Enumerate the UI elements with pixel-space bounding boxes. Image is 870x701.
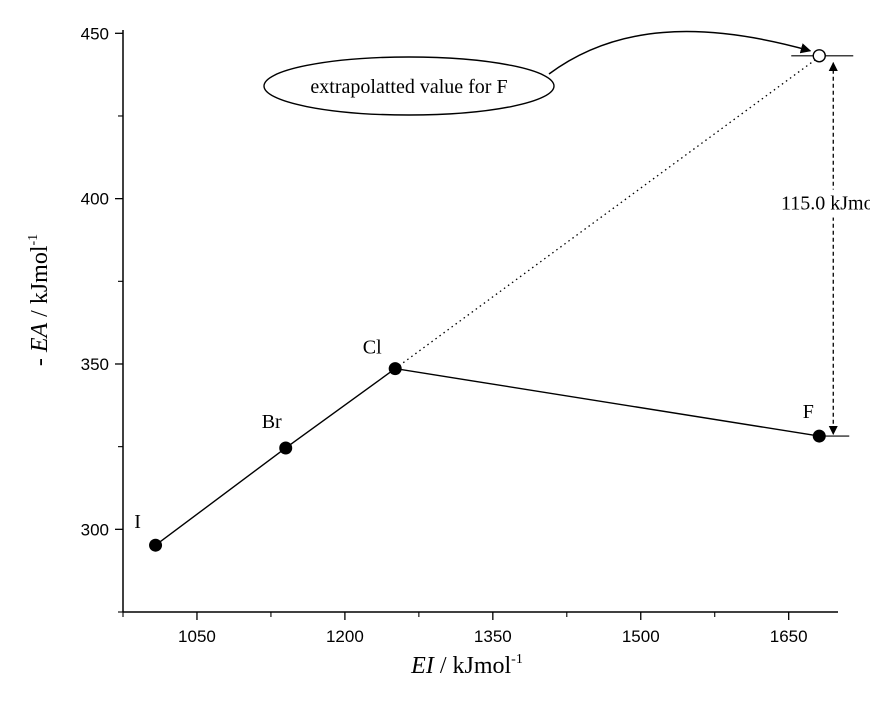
annotations: 115.0 kJmol- extrapolatted value for F	[263, 30, 870, 437]
x-tick-label: 1650	[770, 627, 808, 646]
series-line	[155, 367, 820, 546]
y-axis-prefix: -	[27, 352, 53, 366]
point-label-br: Br	[262, 411, 282, 433]
y-ticks: 300 350 400 450	[81, 24, 123, 613]
difference-label-bg	[767, 189, 870, 218]
extrapolation-line	[394, 59, 816, 370]
y-tick-label: 400	[81, 190, 109, 209]
callout-arrow	[548, 30, 812, 75]
x-ticks: 1050 1200 1350 1500 1650	[122, 612, 808, 646]
y-axis-exponent: -1	[26, 234, 41, 246]
y-axis-unit: / kJmol	[27, 245, 53, 323]
data-point-i	[149, 538, 163, 552]
data-point-br	[279, 441, 293, 455]
axes: 1050 1200 1350 1500 1650 300 350 400 450	[81, 24, 838, 646]
x-axis-variable: EI	[410, 653, 435, 679]
x-axis-exponent: -1	[511, 652, 523, 667]
difference-label: 115.0 kJmol-	[781, 189, 870, 215]
x-tick-label: 1500	[622, 627, 660, 646]
y-tick-label: 350	[81, 355, 109, 374]
point-label-f: F	[803, 401, 814, 423]
y-tick-label: 300	[81, 520, 109, 539]
x-tick-label: 1050	[178, 627, 216, 646]
y-axis-title: - EA / kJmol-1	[26, 234, 53, 366]
x-tick-label: 1350	[474, 627, 512, 646]
y-tick-label: 450	[81, 24, 109, 43]
point-label-cl: Cl	[363, 337, 382, 359]
callout-ellipse	[263, 56, 555, 116]
data-series: I Br Cl F	[134, 337, 826, 552]
data-point-f	[812, 429, 826, 443]
data-points: I Br Cl F	[134, 337, 826, 552]
data-point-cl	[388, 362, 402, 376]
extrapolated-point	[812, 49, 826, 63]
x-tick-label: 1200	[326, 627, 364, 646]
difference-value: 115.0 kJmol	[781, 193, 870, 215]
x-axis-title: EI / kJmol-1	[410, 652, 523, 679]
callout-text: extrapolatted value for F	[310, 76, 507, 98]
point-label-i: I	[134, 511, 141, 533]
x-axis-unit: / kJmol	[434, 653, 512, 679]
y-axis-variable: EA	[27, 323, 53, 354]
